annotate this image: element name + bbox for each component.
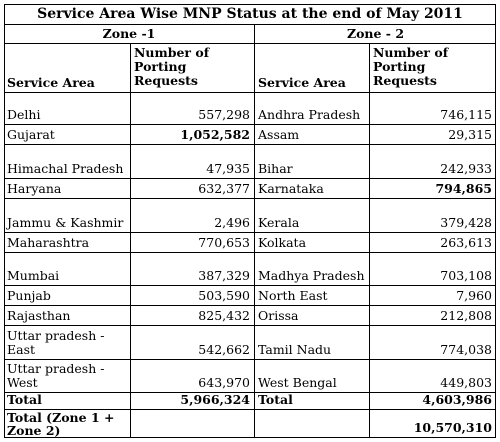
zone2-area-cell: Assam bbox=[255, 125, 370, 145]
zone1-area-cell: Himachal Pradesh bbox=[4, 145, 131, 179]
zone1-requests-cell: 557,298 bbox=[131, 93, 255, 125]
zone1-requests-cell: 47,935 bbox=[131, 145, 255, 179]
zone1-col-service-area: Service Area bbox=[4, 44, 131, 93]
zone1-requests-cell: 1,052,582 bbox=[131, 125, 255, 145]
zone2-requests-cell: 7,960 bbox=[370, 286, 496, 306]
zone1-total-label: Total bbox=[4, 393, 131, 410]
zone2-requests-cell: 212,808 bbox=[370, 306, 496, 326]
zone2-requests-cell: 263,613 bbox=[370, 233, 496, 253]
grand-total-value: 10,570,310 bbox=[370, 410, 496, 438]
zone1-area-cell: Uttar pradesh - West bbox=[4, 360, 131, 393]
zone1-area-cell: Punjab bbox=[4, 286, 131, 306]
zone2-col-service-area: Service Area bbox=[255, 44, 370, 93]
zone1-requests-cell: 643,970 bbox=[131, 360, 255, 393]
zone2-requests-cell: 449,803 bbox=[370, 360, 496, 393]
zone2-area-cell: Andhra Pradesh bbox=[255, 93, 370, 125]
zone1-area-cell: Maharashtra bbox=[4, 233, 131, 253]
zone2-area-cell: Orissa bbox=[255, 306, 370, 326]
zone1-requests-cell: 542,662 bbox=[131, 326, 255, 360]
zone1-area-cell: Haryana bbox=[4, 179, 131, 199]
zone2-total-label: Total bbox=[255, 393, 370, 410]
zone1-header: Zone -1 bbox=[4, 25, 255, 44]
zone2-requests-cell: 774,038 bbox=[370, 326, 496, 360]
zone1-area-cell: Rajasthan bbox=[4, 306, 131, 326]
zone1-total-value: 5,966,324 bbox=[131, 393, 255, 410]
zone1-requests-cell: 503,590 bbox=[131, 286, 255, 306]
grand-total-spacer bbox=[255, 410, 370, 438]
zone2-requests-cell: 703,108 bbox=[370, 253, 496, 286]
zone2-area-cell: Tamil Nadu bbox=[255, 326, 370, 360]
zone2-requests-cell: 29,315 bbox=[370, 125, 496, 145]
zone2-area-cell: Madhya Pradesh bbox=[255, 253, 370, 286]
zone2-area-cell: West Bengal bbox=[255, 360, 370, 393]
zone2-requests-cell: 379,428 bbox=[370, 199, 496, 233]
zone2-area-cell: North East bbox=[255, 286, 370, 306]
zone1-area-cell: Jammu & Kashmir bbox=[4, 199, 131, 233]
zone1-requests-cell: 770,653 bbox=[131, 233, 255, 253]
zone2-requests-cell: 242,933 bbox=[370, 145, 496, 179]
zone1-requests-cell: 387,329 bbox=[131, 253, 255, 286]
zone1-requests-cell: 632,377 bbox=[131, 179, 255, 199]
zone2-col-porting-requests: Number of Porting Requests bbox=[370, 44, 496, 93]
zone2-area-cell: Bihar bbox=[255, 145, 370, 179]
zone2-area-cell: Kolkata bbox=[255, 233, 370, 253]
zone2-total-value: 4,603,986 bbox=[370, 393, 496, 410]
table-title: Service Area Wise MNP Status at the end … bbox=[4, 4, 496, 25]
zone2-requests-cell: 746,115 bbox=[370, 93, 496, 125]
zone2-area-cell: Kerala bbox=[255, 199, 370, 233]
mnp-status-table: Service Area Wise MNP Status at the end … bbox=[4, 4, 496, 438]
zone1-area-cell: Delhi bbox=[4, 93, 131, 125]
grand-total-label: Total (Zone 1 + Zone 2) bbox=[4, 410, 131, 438]
zone1-col-porting-requests: Number of Porting Requests bbox=[131, 44, 255, 93]
zone1-area-cell: Uttar pradesh - East bbox=[4, 326, 131, 360]
zone2-area-cell: Karnataka bbox=[255, 179, 370, 199]
grand-total-spacer bbox=[131, 410, 255, 438]
zone1-requests-cell: 2,496 bbox=[131, 199, 255, 233]
zone2-header: Zone - 2 bbox=[255, 25, 496, 44]
zone1-area-cell: Gujarat bbox=[4, 125, 131, 145]
zone2-requests-cell: 794,865 bbox=[370, 179, 496, 199]
zone1-requests-cell: 825,432 bbox=[131, 306, 255, 326]
zone1-area-cell: Mumbai bbox=[4, 253, 131, 286]
